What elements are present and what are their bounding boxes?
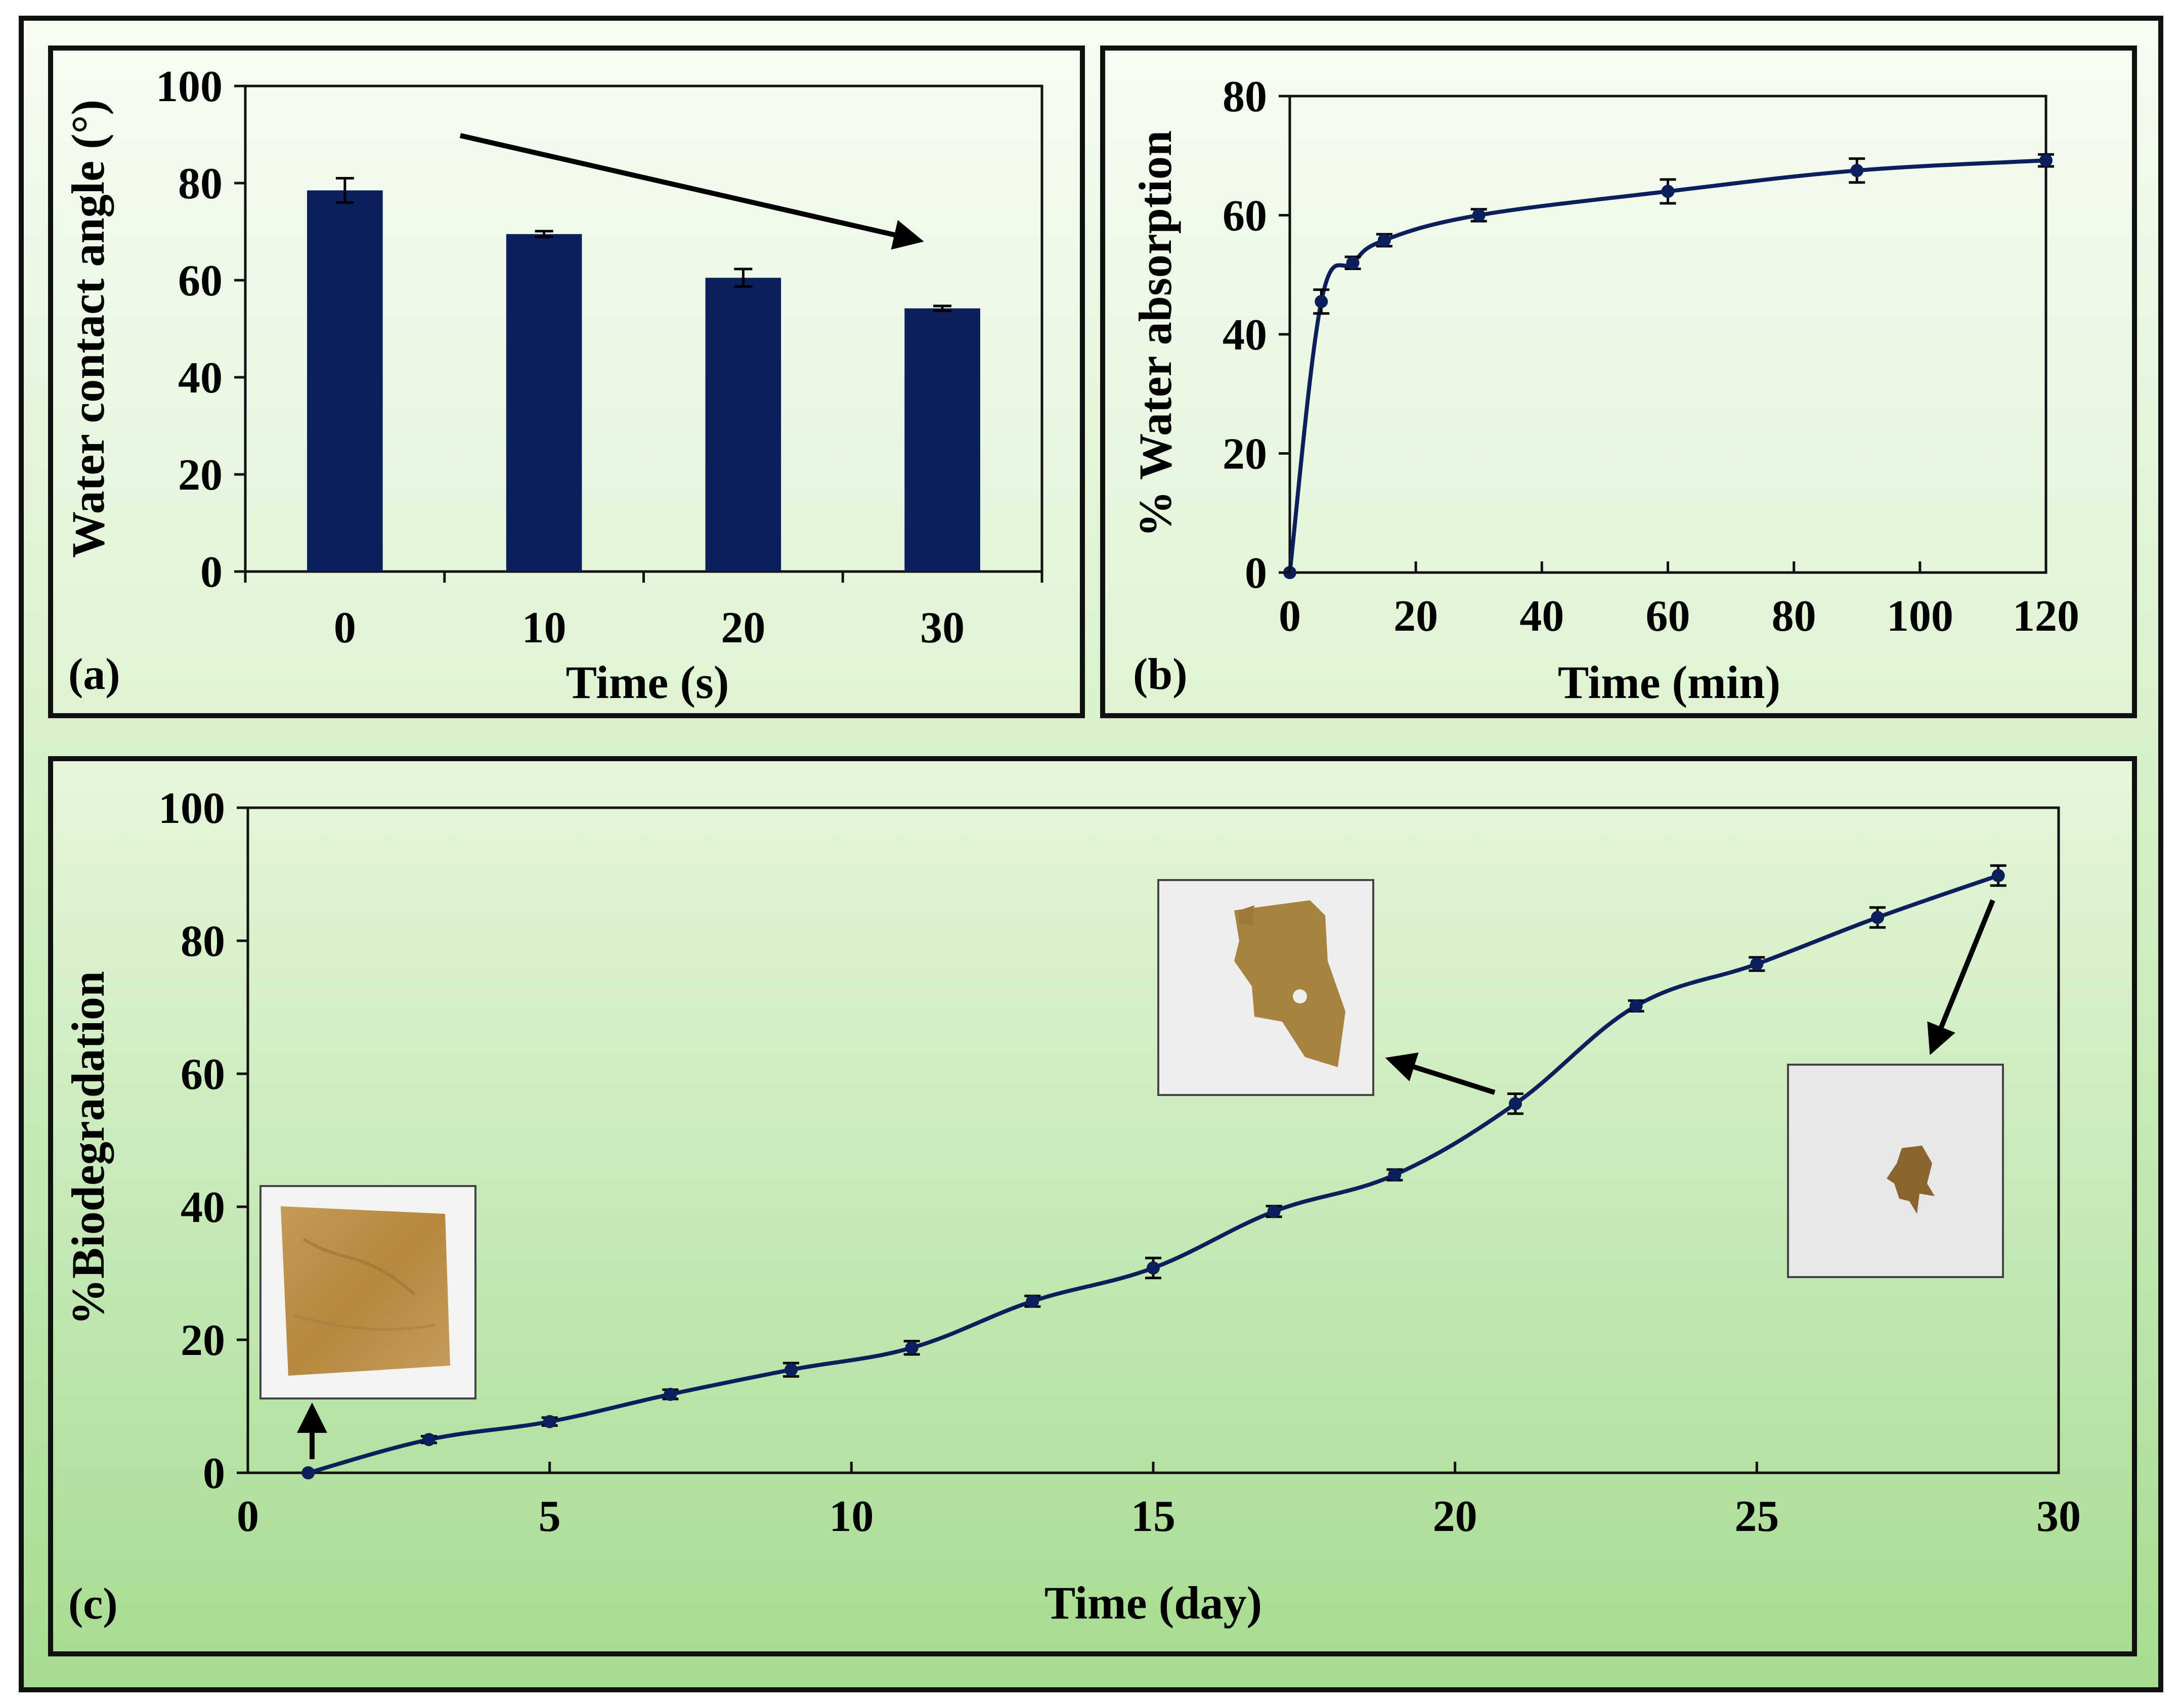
panel-c-label: (c) [68,1580,118,1629]
panel-c-xtick-label: 20 [1433,1492,1477,1541]
panel-c-data-point [1991,869,2005,883]
panel-a-ytick-label: 80 [178,159,223,208]
inset-3-arrow [1927,899,1995,1056]
inset-2-arrow [1385,1052,1496,1095]
panel-c-xtick-label: 10 [829,1492,874,1541]
panel-b-ytick-label: 60 [1223,192,1267,241]
panel-b-data-point [1472,208,1486,222]
panel-c-ticks: 0 20 40 60 80 100 0 5 10 15 20 25 30 [158,784,2081,1541]
panel-b-data-point [1315,295,1328,309]
panel-b-ytick-label: 40 [1223,311,1267,360]
panel-b-xtick-label: 120 [2013,592,2079,641]
panel-b-xtick-label: 0 [1279,592,1301,641]
panel-a-label: (a) [68,650,120,699]
panel-a-xtick-label: 0 [334,603,356,652]
panel-b-data-point [1850,164,1864,178]
panel-b-label: (b) [1133,650,1188,699]
panel-c-ytick-label: 0 [203,1449,225,1498]
inset-mostly-degraded-film-photo [1787,1064,2004,1278]
panel-c-ytick-label: 40 [181,1183,225,1232]
panel-c-ytick-label: 100 [158,784,225,833]
panel-c-ytick-label: 60 [181,1050,225,1099]
panel-c-series-line [308,873,1999,1475]
panel-a-bar [506,234,582,572]
panel-c-data-point [543,1415,556,1428]
panel-a-ytick-label: 20 [178,451,223,500]
panel-c-ytick-label: 20 [181,1316,225,1365]
panel-b-data-point [2039,154,2053,167]
panel-c-data-point [422,1433,435,1447]
panel-b-xtick-label: 100 [1887,592,1953,641]
panel-c-data-point [1871,910,1884,924]
panel-c-data-point [784,1363,798,1377]
inset-partially-degraded-film-photo [1157,879,1374,1096]
panel-a-bar [705,278,781,572]
panel-a-xlabel: Time (s) [566,656,729,708]
panel-a-ytick-label: 60 [178,256,223,305]
panel-c-data-point [1026,1294,1039,1308]
panel-c-ytick-label: 80 [181,917,225,966]
panel-b-xtick-label: 40 [1519,592,1564,641]
panel-c-xtick-label: 0 [237,1492,259,1541]
panel-b-ytick-label: 20 [1223,430,1267,479]
panel-c-xtick-label: 15 [1131,1492,1175,1541]
panel-c-data-point [1147,1261,1160,1275]
panel-a-xtick-label: 20 [721,603,765,652]
inset-intact-film-photo [259,1185,476,1399]
panel-a-ylabel: Water contact angle (°) [62,100,114,558]
panel-a-ticks: 0 20 40 60 80 100 0 10 20 30 [156,62,1043,652]
panel-b: 0 20 40 60 80 0 20 40 60 80 100 120 % Water absorpt… [1100,46,2137,718]
panel-b-ytick-label: 80 [1223,72,1267,121]
panel-c-data-point [905,1341,919,1354]
panel-a-xtick-label: 10 [522,603,566,652]
panel-b-xtick-label: 60 [1646,592,1690,641]
panel-a-plot-area [244,84,1043,573]
panel-a-ytick-label: 40 [178,354,223,403]
panel-c-data-point [1509,1097,1522,1111]
panel-a-ytick-label: 100 [156,62,223,111]
panel-c-xtick-label: 30 [2036,1492,2081,1541]
panel-c-data-point [1629,999,1643,1013]
panel-c-ylabel: %Biodegradation [62,971,114,1325]
panel-b-xtick-label: 20 [1393,592,1438,641]
panel-c-xtick-label: 5 [539,1492,561,1541]
panel-b-ytick-label: 0 [1245,549,1267,598]
panel-a-trend-arrow [459,133,924,250]
panel-c-data-point [301,1466,315,1479]
panel-a-xtick-label: 30 [920,603,965,652]
panel-b-data-point [1346,256,1360,270]
panel-b-frame [1100,46,2137,718]
panel-b-xtick-label: 80 [1772,592,1816,641]
panel-b-data-point [1661,185,1675,198]
panel-a-bar [904,308,980,572]
panel-b-ticks: 0 20 40 60 80 0 20 40 60 80 100 120 [1223,72,2079,641]
panel-c-plot-area [246,806,2060,1479]
panel-c-xlabel: Time (day) [1044,1577,1262,1629]
panel-b-data-point [1377,233,1391,247]
panel-c-data-point [1267,1205,1281,1218]
panel-c-data-point [1388,1168,1402,1181]
panel-b-ylabel: % Water absorption [1129,130,1181,537]
panel-a-bar [307,190,383,572]
panel-b-xlabel: Time (min) [1558,656,1780,708]
panel-a-ytick-label: 0 [200,548,223,597]
panel-c: 0 20 40 60 80 100 0 5 10 15 20 25 30 %Biodegradation… [48,756,2137,1656]
panel-c-data-point [664,1387,677,1401]
panel-a: 0 20 40 60 80 100 0 10 20 30 Water contact angle … [48,46,1085,718]
panel-c-data-point [1750,957,1764,971]
panel-c-xtick-label: 25 [1734,1492,1779,1541]
